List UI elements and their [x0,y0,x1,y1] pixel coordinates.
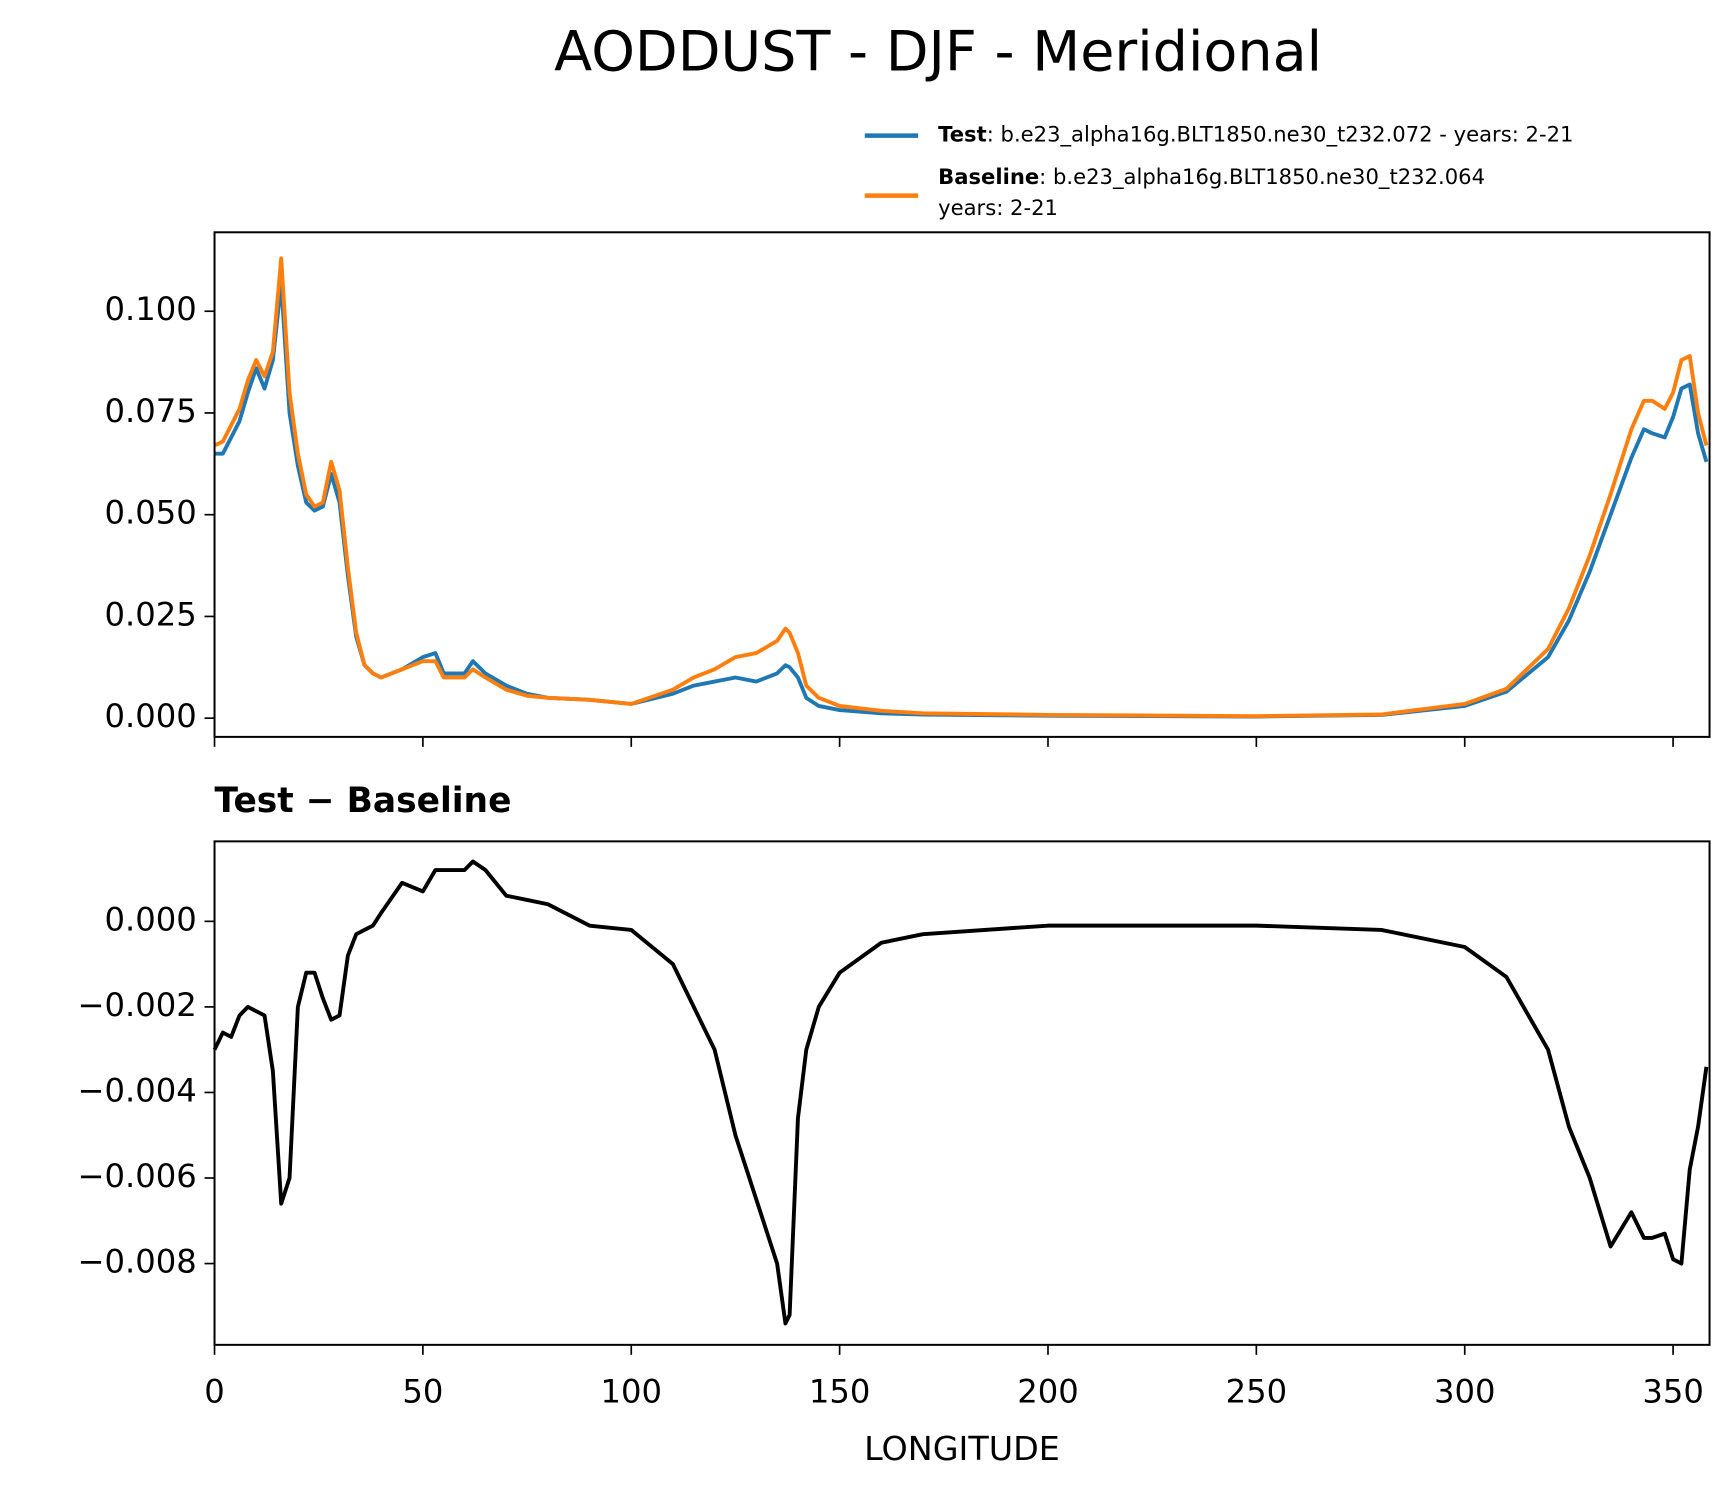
figure-title: AODDUST - DJF - Meridional [554,20,1322,85]
x-axis-label: LONGITUDE [864,1429,1060,1468]
x-tick-label: 0 [204,1373,225,1411]
legend-name: Test [938,122,987,147]
legend-name: Baseline [938,164,1039,189]
y-tick-label: 0.000 [104,697,196,735]
y-tick-label: 0.025 [104,595,196,633]
x-tick-label: 150 [809,1373,871,1411]
x-tick-label: 200 [1017,1373,1079,1411]
data-line [212,859,1709,1326]
y-tick-label: −0.006 [78,1157,197,1195]
legend-text: years: 2-21 [938,195,1058,220]
y-tick-label: −0.004 [78,1071,197,1109]
y-tick-label: 0.050 [104,494,196,532]
legend-description: : b.e23_alpha16g.BLT1850.ne30_t232.064 [1039,164,1485,190]
data-line [213,256,1709,719]
x-tick-label: 100 [601,1373,663,1411]
x-tick-label: 300 [1434,1373,1496,1411]
x-tick-label: 50 [402,1373,443,1411]
plot-frame [213,231,1711,738]
legend-text: Test: b.e23_alpha16g.BLT1850.ne30_t232.0… [938,122,1573,148]
y-tick-label: −0.002 [78,986,197,1024]
y-tick-label: 0.100 [104,290,196,328]
subplot-title: Test − Baseline [215,781,512,821]
x-tick-label: 350 [1642,1373,1704,1411]
legend-description: years: 2-21 [938,195,1058,220]
y-tick-label: 0.000 [104,900,196,938]
legend-text: Baseline: b.e23_alpha16g.BLT1850.ne30_t2… [938,164,1485,190]
plot-frame [213,840,1711,1346]
x-tick-label: 250 [1226,1373,1288,1411]
y-tick-label: 0.075 [104,392,196,430]
y-tick-label: −0.008 [78,1243,197,1281]
legend-description: : b.e23_alpha16g.BLT1850.ne30_t232.072 -… [987,122,1574,148]
